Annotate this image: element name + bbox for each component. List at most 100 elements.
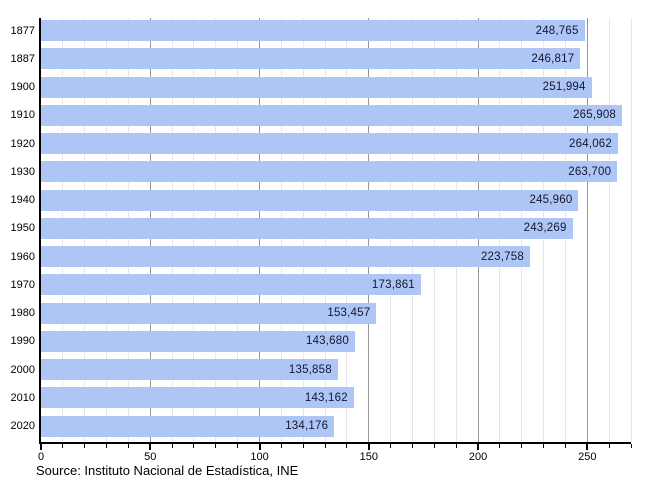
bar-1877: 248,765 [41, 20, 585, 41]
x-tick-label-150: 150 [359, 451, 378, 463]
year-label-1950: 1950 [10, 222, 35, 235]
x-tick-label-100: 100 [250, 451, 269, 463]
bar-value-label: 263,700 [568, 165, 612, 178]
year-label-1970: 1970 [10, 278, 35, 291]
x-major-tick [149, 444, 152, 450]
bar-value-label: 135,858 [288, 363, 332, 376]
year-label-2020: 2020 [10, 420, 35, 433]
bar-value-label: 251,994 [542, 81, 586, 94]
bar-row: 173,861 [41, 272, 631, 300]
x-minor-tick [521, 444, 523, 448]
x-minor-tick [193, 444, 195, 448]
bar-row: 243,269 [41, 216, 631, 244]
x-minor-tick [543, 444, 545, 448]
bar-1910: 265,908 [41, 104, 623, 126]
x-minor-tick [630, 444, 632, 448]
x-minor-tick [302, 444, 304, 448]
year-label-1960: 1960 [10, 250, 35, 263]
x-minor-tick [433, 444, 435, 448]
x-minor-tick [564, 444, 566, 448]
bar-value-label: 223,758 [480, 250, 524, 263]
x-minor-tick [390, 444, 392, 448]
x-tick-label-50: 50 [144, 451, 157, 463]
bar-row: 263,700 [41, 159, 631, 187]
year-label-1930: 1930 [10, 165, 35, 178]
x-major-tick [258, 444, 261, 450]
x-minor-tick [237, 444, 239, 448]
bar-value-label: 153,457 [327, 307, 371, 320]
year-label-1940: 1940 [10, 194, 35, 207]
x-tick-label-200: 200 [468, 451, 488, 463]
x-minor-tick [280, 444, 282, 448]
x-minor-tick [324, 444, 326, 448]
year-label-1990: 1990 [10, 335, 35, 348]
year-label-1910: 1910 [10, 109, 35, 122]
bar-value-label: 143,162 [304, 391, 348, 404]
x-minor-tick [171, 444, 173, 448]
plot-area: 248,765 246,817 251,994 265,908 264,062 263,7… [41, 18, 632, 442]
x-minor-tick [127, 444, 129, 448]
minor-gridline [608, 18, 610, 442]
x-minor-tick [346, 444, 348, 448]
bar-1920: 264,062 [41, 133, 619, 155]
x-minor-tick [62, 444, 64, 448]
bar-row: 143,162 [41, 385, 631, 413]
x-major-tick [367, 444, 370, 450]
bar-1960: 223,758 [41, 246, 530, 268]
bar-2010: 143,162 [41, 387, 354, 409]
bar-value-label: 265,908 [573, 109, 617, 122]
major-gridline [586, 18, 588, 442]
bar-row: 135,858 [41, 357, 631, 385]
y-axis-line [39, 18, 41, 444]
bar-1980: 153,457 [41, 302, 377, 324]
bar-row: 223,758 [41, 244, 631, 272]
bar-value-label: 264,062 [569, 137, 613, 150]
bar-1930: 263,700 [41, 161, 618, 183]
bar-1950: 243,269 [41, 217, 573, 239]
x-minor-tick [411, 444, 413, 448]
year-label-2000: 2000 [10, 363, 35, 376]
bar-row: 134,176 [41, 414, 631, 442]
bar-1970: 173,861 [41, 274, 421, 296]
year-label-1877: 1877 [10, 24, 35, 37]
x-minor-tick [608, 444, 610, 448]
bar-1900: 251,994 [41, 76, 592, 98]
bar-value-label: 243,269 [523, 222, 567, 235]
bar-row: 251,994 [41, 75, 631, 103]
source-caption: Source: Instituto Nacional de Estadístic… [36, 463, 299, 478]
bar-row: 265,908 [41, 103, 631, 131]
x-major-tick [586, 444, 589, 450]
bar-1990: 143,680 [41, 330, 355, 352]
x-minor-tick [499, 444, 501, 448]
bar-value-label: 245,960 [529, 194, 573, 207]
x-minor-tick [215, 444, 217, 448]
year-label-1900: 1900 [10, 81, 35, 94]
bar-value-label: 173,861 [371, 278, 415, 291]
minor-gridline [630, 18, 632, 442]
bar-row: 248,765 [41, 18, 631, 46]
x-tick-label-0: 0 [37, 451, 45, 463]
year-label-1887: 1887 [10, 52, 35, 65]
x-major-tick [477, 444, 480, 450]
bar-value-label: 248,765 [535, 24, 579, 37]
bar-value-label: 134,176 [285, 420, 329, 433]
bar-1940: 245,960 [41, 189, 579, 211]
bar-2020: 134,176 [41, 415, 335, 437]
year-label-1980: 1980 [10, 307, 35, 320]
bar-row: 245,960 [41, 188, 631, 216]
x-minor-tick [84, 444, 86, 448]
x-minor-tick [455, 444, 457, 448]
x-major-tick [40, 444, 42, 450]
bar-1887: 246,817 [41, 48, 581, 70]
year-label-1920: 1920 [10, 137, 35, 150]
x-minor-tick [106, 444, 108, 448]
bar-value-label: 143,680 [305, 335, 349, 348]
year-label-2010: 2010 [10, 391, 35, 404]
x-tick-label-250: 250 [578, 451, 597, 463]
bar-row: 143,680 [41, 329, 631, 357]
bar-value-label: 246,817 [531, 52, 575, 65]
bar-row: 246,817 [41, 46, 631, 74]
bar-row: 153,457 [41, 301, 631, 329]
bar-2000: 135,858 [41, 359, 338, 381]
